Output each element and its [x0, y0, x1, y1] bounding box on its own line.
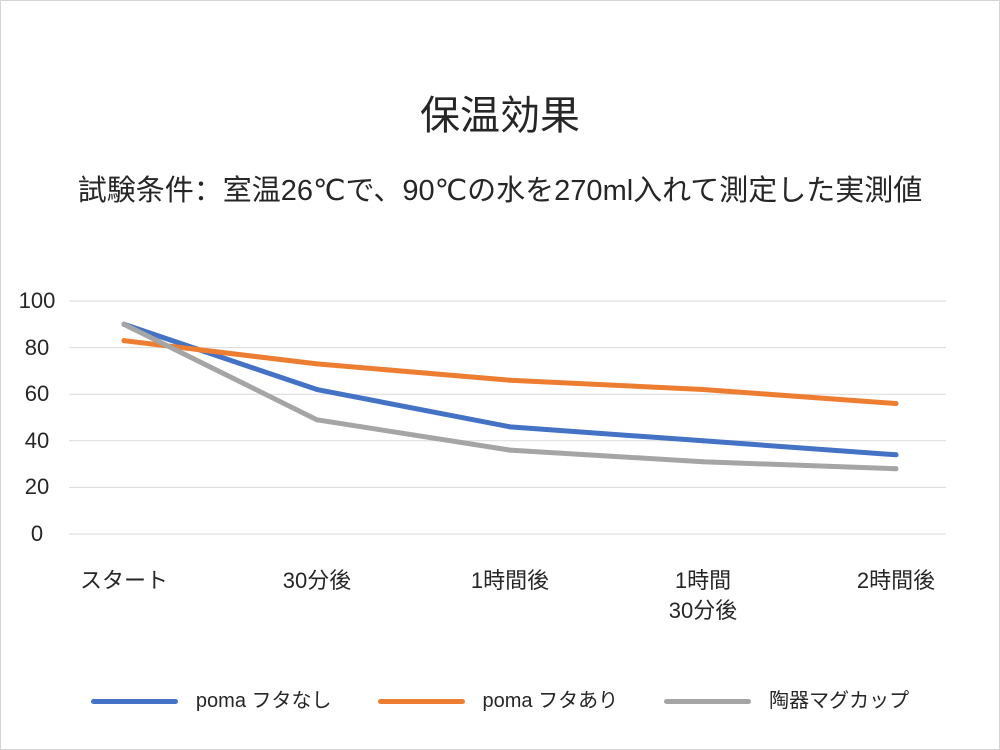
y-tick-label-80: 80	[24, 334, 50, 360]
legend-item-0: poma フタなし	[90, 687, 332, 715]
data-point-0-3	[700, 438, 706, 444]
x-tick-label-0: スタート	[79, 568, 168, 593]
x-tick-label-3: 1時間 30分後	[668, 568, 738, 623]
x-tick-label-4: 2時間後	[856, 568, 936, 593]
data-point-2-3	[700, 459, 706, 465]
y-tick-label-0: 0	[30, 521, 44, 546]
x-tick-label-1: 30分後	[282, 568, 352, 593]
gridlines	[69, 300, 946, 535]
legend-item-2: 陶器マグカップ	[664, 687, 909, 715]
legend-swatch-2	[664, 698, 752, 704]
y-tick-label-40: 40	[24, 427, 50, 453]
data-point-1-2	[507, 377, 513, 383]
data-point-2-4	[893, 466, 899, 472]
data-point-1-4	[893, 401, 899, 407]
x-tick-label-2: 1時間後	[470, 568, 550, 593]
y-tick-label-20: 20	[24, 474, 50, 500]
data-point-2-1	[314, 417, 320, 423]
legend-label-2: 陶器マグカップ	[769, 690, 910, 712]
data-point-1-0	[121, 338, 127, 344]
data-point-2-0	[121, 321, 127, 327]
legend-swatch-0	[90, 698, 178, 704]
series-1	[121, 338, 899, 407]
data-point-0-1	[314, 387, 320, 393]
chart-title: 保温効果	[420, 94, 580, 138]
y-tick-label-100: 100	[18, 288, 56, 313]
legend-item-1: poma フタあり	[377, 687, 619, 715]
legend-swatch-1	[377, 698, 465, 704]
y-tick-label-60: 60	[24, 381, 50, 407]
series-line-0	[121, 321, 899, 458]
data-point-0-4	[893, 452, 899, 458]
data-point-0-2	[507, 424, 513, 430]
legend: poma フタなし poma フタあり 陶器マグカップ	[1, 687, 999, 715]
data-point-1-3	[700, 387, 706, 393]
series-0	[121, 321, 899, 458]
chart-subtitle: 試験条件：室温26℃で、90℃の水を270ml入れて測定した実測値	[77, 175, 923, 207]
data-point-2-2	[507, 447, 513, 453]
data-point-1-1	[314, 361, 320, 367]
series-2	[121, 321, 899, 472]
legend-label-0: poma フタなし	[195, 690, 332, 712]
legend-label-1: poma フタあり	[482, 690, 619, 712]
